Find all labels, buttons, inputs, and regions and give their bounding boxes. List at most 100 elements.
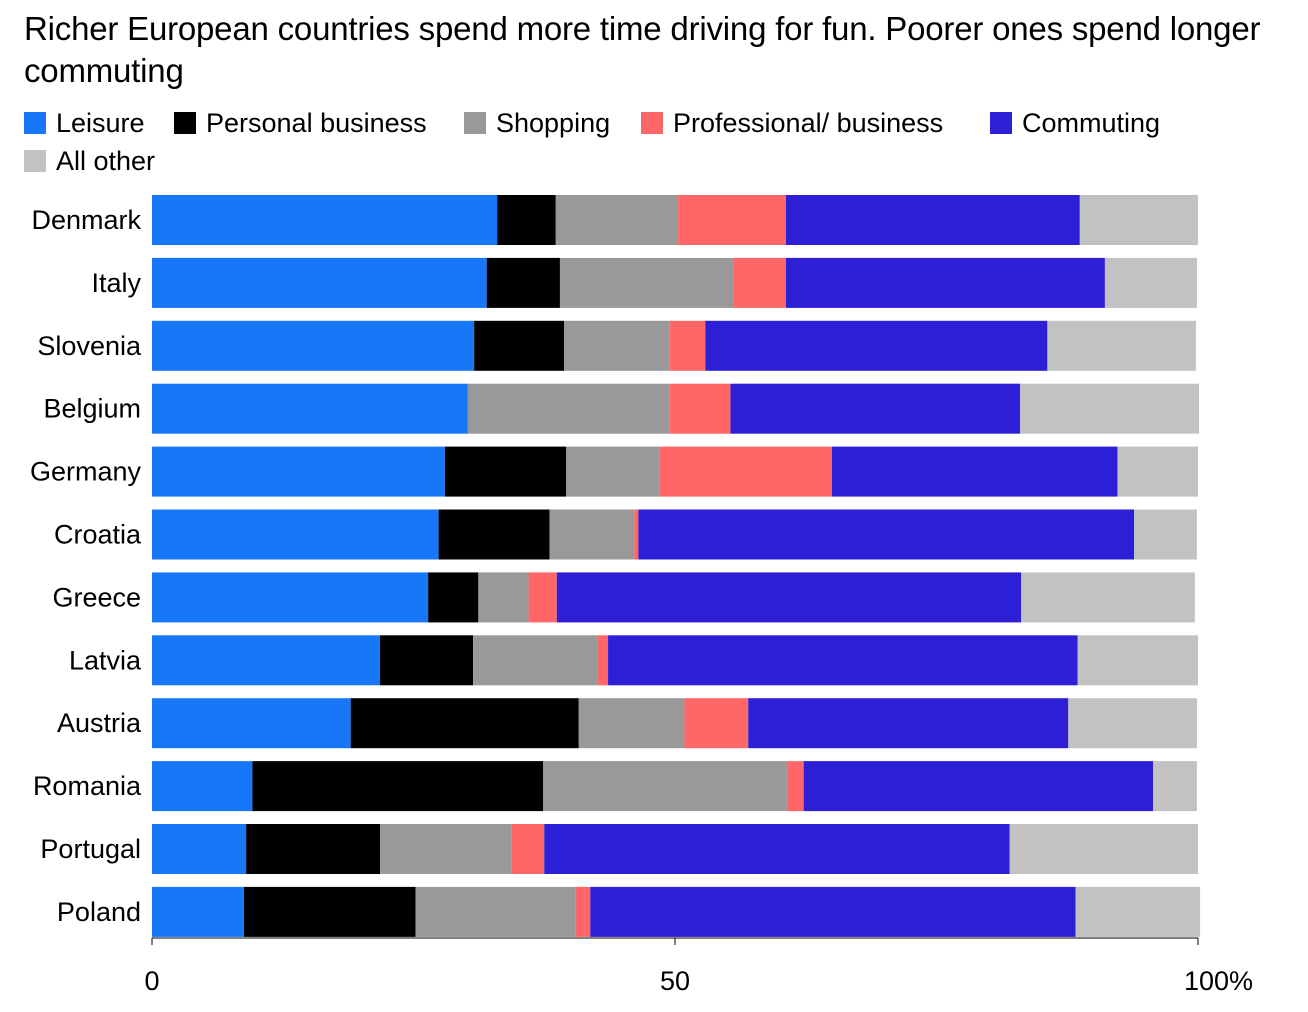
x-tick-label-100: 100% (1184, 966, 1253, 996)
category-label-austria: Austria (57, 708, 142, 738)
category-label-denmark: Denmark (31, 205, 141, 235)
bar-italy-leisure (152, 257, 487, 308)
bar-austria-all-other (1068, 698, 1197, 749)
bar-denmark-professional-business (678, 195, 786, 245)
legend-swatch-all-other (24, 150, 46, 172)
legend-item-personal-business: Personal business (174, 104, 427, 142)
bar-greece-personal-business (428, 572, 479, 623)
legend-item-professional-business: Professional/ business (641, 104, 943, 142)
bar-poland-professional-business (575, 886, 591, 937)
bar-italy-all-other (1104, 257, 1197, 308)
bar-germany-all-other (1117, 446, 1198, 497)
x-tick-label-50: 50 (660, 966, 690, 996)
bar-poland-personal-business (244, 886, 416, 937)
bar-poland-commuting (590, 886, 1076, 937)
bar-slovenia-personal-business (474, 320, 565, 371)
legend-label-leisure: Leisure (56, 108, 145, 138)
bar-austria-leisure (152, 698, 351, 749)
bar-slovenia-professional-business (669, 320, 706, 371)
bar-latvia-shopping (473, 635, 598, 686)
legend-swatch-shopping (464, 112, 486, 134)
legend-label-all-other: All other (56, 146, 156, 176)
bar-denmark-all-other (1079, 195, 1198, 245)
bar-croatia-shopping (549, 509, 635, 560)
bar-germany-leisure (152, 446, 445, 497)
x-tick-label-0: 0 (144, 966, 159, 996)
legend-swatch-personal-business (174, 112, 196, 134)
bar-italy-professional-business (733, 257, 786, 308)
category-label-portugal: Portugal (40, 834, 141, 864)
bar-romania-leisure (152, 761, 253, 812)
bar-slovenia-leisure (152, 320, 475, 371)
bar-greece-commuting (556, 572, 1022, 623)
legend-item-shopping: Shopping (464, 104, 610, 142)
legend-item-leisure: Leisure (24, 104, 145, 142)
bar-austria-shopping (578, 698, 685, 749)
legend-swatch-commuting (990, 112, 1012, 134)
legend-label-commuting: Commuting (1022, 108, 1161, 138)
legend-item-all-other: All other (24, 142, 155, 180)
bar-denmark-commuting (785, 195, 1080, 245)
bar-greece-leisure (152, 572, 429, 623)
category-label-italy: Italy (91, 268, 141, 298)
bar-croatia-professional-business (634, 509, 639, 560)
bar-portugal-leisure (152, 824, 247, 874)
bar-belgium-professional-business (669, 383, 731, 434)
category-label-croatia: Croatia (54, 520, 142, 550)
bar-greece-all-other (1021, 572, 1195, 623)
bar-austria-commuting (748, 698, 1069, 749)
category-label-latvia: Latvia (69, 645, 142, 675)
bar-portugal-shopping (380, 824, 512, 874)
bar-portugal-commuting (544, 824, 1010, 874)
bar-austria-personal-business (350, 698, 579, 749)
bar-slovenia-shopping (564, 320, 670, 371)
bar-greece-shopping (478, 572, 529, 623)
bar-slovenia-commuting (705, 320, 1048, 371)
bar-italy-personal-business (486, 257, 560, 308)
bar-denmark-personal-business (497, 195, 556, 245)
bar-latvia-all-other (1077, 635, 1198, 686)
bar-poland-all-other (1075, 886, 1201, 937)
bar-portugal-personal-business (246, 824, 381, 874)
bar-croatia-all-other (1134, 509, 1197, 560)
bar-latvia-commuting (608, 635, 1078, 686)
bar-belgium-commuting (730, 383, 1021, 434)
chart-title: Richer European countries spend more tim… (24, 10, 1261, 89)
bar-belgium-shopping (467, 383, 670, 434)
bar-denmark-shopping (555, 195, 679, 245)
bar-poland-shopping (415, 886, 576, 937)
bar-portugal-professional-business (511, 824, 545, 874)
bar-germany-shopping (566, 446, 660, 497)
bar-greece-professional-business (528, 572, 557, 623)
bar-belgium-leisure (152, 383, 468, 434)
legend-label-personal-business: Personal business (206, 108, 427, 138)
bar-italy-shopping (559, 257, 734, 308)
legend-label-professional-business: Professional/ business (673, 108, 944, 138)
bar-austria-professional-business (684, 698, 749, 749)
bar-romania-personal-business (252, 761, 544, 812)
legend-label-shopping: Shopping (496, 108, 611, 138)
category-label-greece: Greece (52, 582, 141, 612)
bar-belgium-all-other (1020, 383, 1200, 434)
bar-latvia-personal-business (380, 635, 474, 686)
category-label-belgium: Belgium (43, 394, 141, 424)
category-label-poland: Poland (57, 897, 141, 927)
bar-romania-commuting (803, 761, 1154, 812)
bar-portugal-all-other (1009, 824, 1198, 874)
bar-germany-commuting (831, 446, 1118, 497)
category-label-slovenia: Slovenia (37, 331, 142, 361)
bar-croatia-leisure (152, 509, 439, 560)
legend-swatch-leisure (24, 112, 46, 134)
bar-poland-leisure (152, 886, 245, 937)
bar-italy-commuting (785, 257, 1105, 308)
bar-latvia-leisure (152, 635, 381, 686)
bar-slovenia-all-other (1047, 320, 1196, 371)
bar-croatia-personal-business (438, 509, 550, 560)
legend-swatch-professional-business (641, 112, 663, 134)
bar-germany-professional-business (659, 446, 832, 497)
bar-latvia-professional-business (597, 635, 609, 686)
legend-item-commuting: Commuting (990, 104, 1160, 142)
bar-denmark-leisure (152, 195, 498, 245)
bar-romania-all-other (1153, 761, 1197, 812)
